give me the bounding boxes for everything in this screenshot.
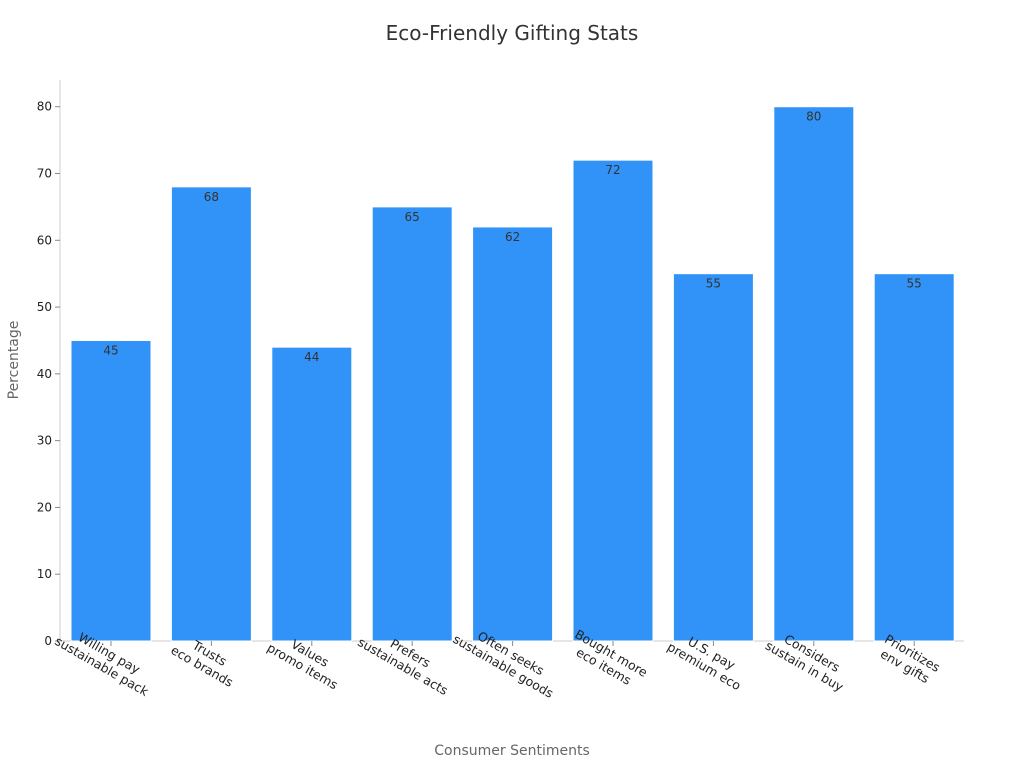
bar — [170, 186, 252, 642]
y-tick-label: 0 — [44, 634, 52, 648]
y-tick-label: 30 — [37, 434, 52, 448]
y-axis-title: Percentage — [6, 321, 22, 400]
bar-value-label: 62 — [505, 230, 520, 244]
bar — [271, 346, 353, 642]
bar-value-label: 72 — [605, 163, 620, 177]
bar-value-label: 68 — [204, 190, 219, 204]
bar — [472, 226, 554, 642]
bar-value-label: 55 — [907, 277, 922, 291]
bar — [672, 273, 754, 642]
bar-value-label: 44 — [304, 350, 319, 364]
chart-title: Eco-Friendly Gifting Stats — [386, 21, 639, 45]
y-tick-label: 20 — [37, 500, 52, 514]
bar — [873, 273, 955, 642]
data-labels-group: 45 68 44 65 62 72 55 80 55 — [103, 110, 921, 364]
x-axis-title: Consumer Sentiments — [434, 743, 590, 759]
bars-group — [70, 106, 955, 642]
bar-value-label: 55 — [706, 277, 721, 291]
y-tick-label: 80 — [37, 100, 52, 114]
y-ticks-group: 0 10 20 30 40 50 60 70 80 — [37, 100, 60, 648]
bar — [572, 159, 654, 642]
bar — [371, 206, 453, 642]
bar — [773, 106, 855, 642]
y-tick-label: 70 — [37, 167, 52, 181]
y-tick-label: 50 — [37, 300, 52, 314]
bar-value-label: 80 — [806, 110, 821, 124]
bar-value-label: 45 — [103, 343, 118, 357]
bar-value-label: 65 — [405, 210, 420, 224]
y-tick-label: 60 — [37, 233, 52, 247]
y-tick-label: 40 — [37, 367, 52, 381]
y-tick-label: 10 — [37, 567, 52, 581]
bar — [70, 339, 152, 642]
